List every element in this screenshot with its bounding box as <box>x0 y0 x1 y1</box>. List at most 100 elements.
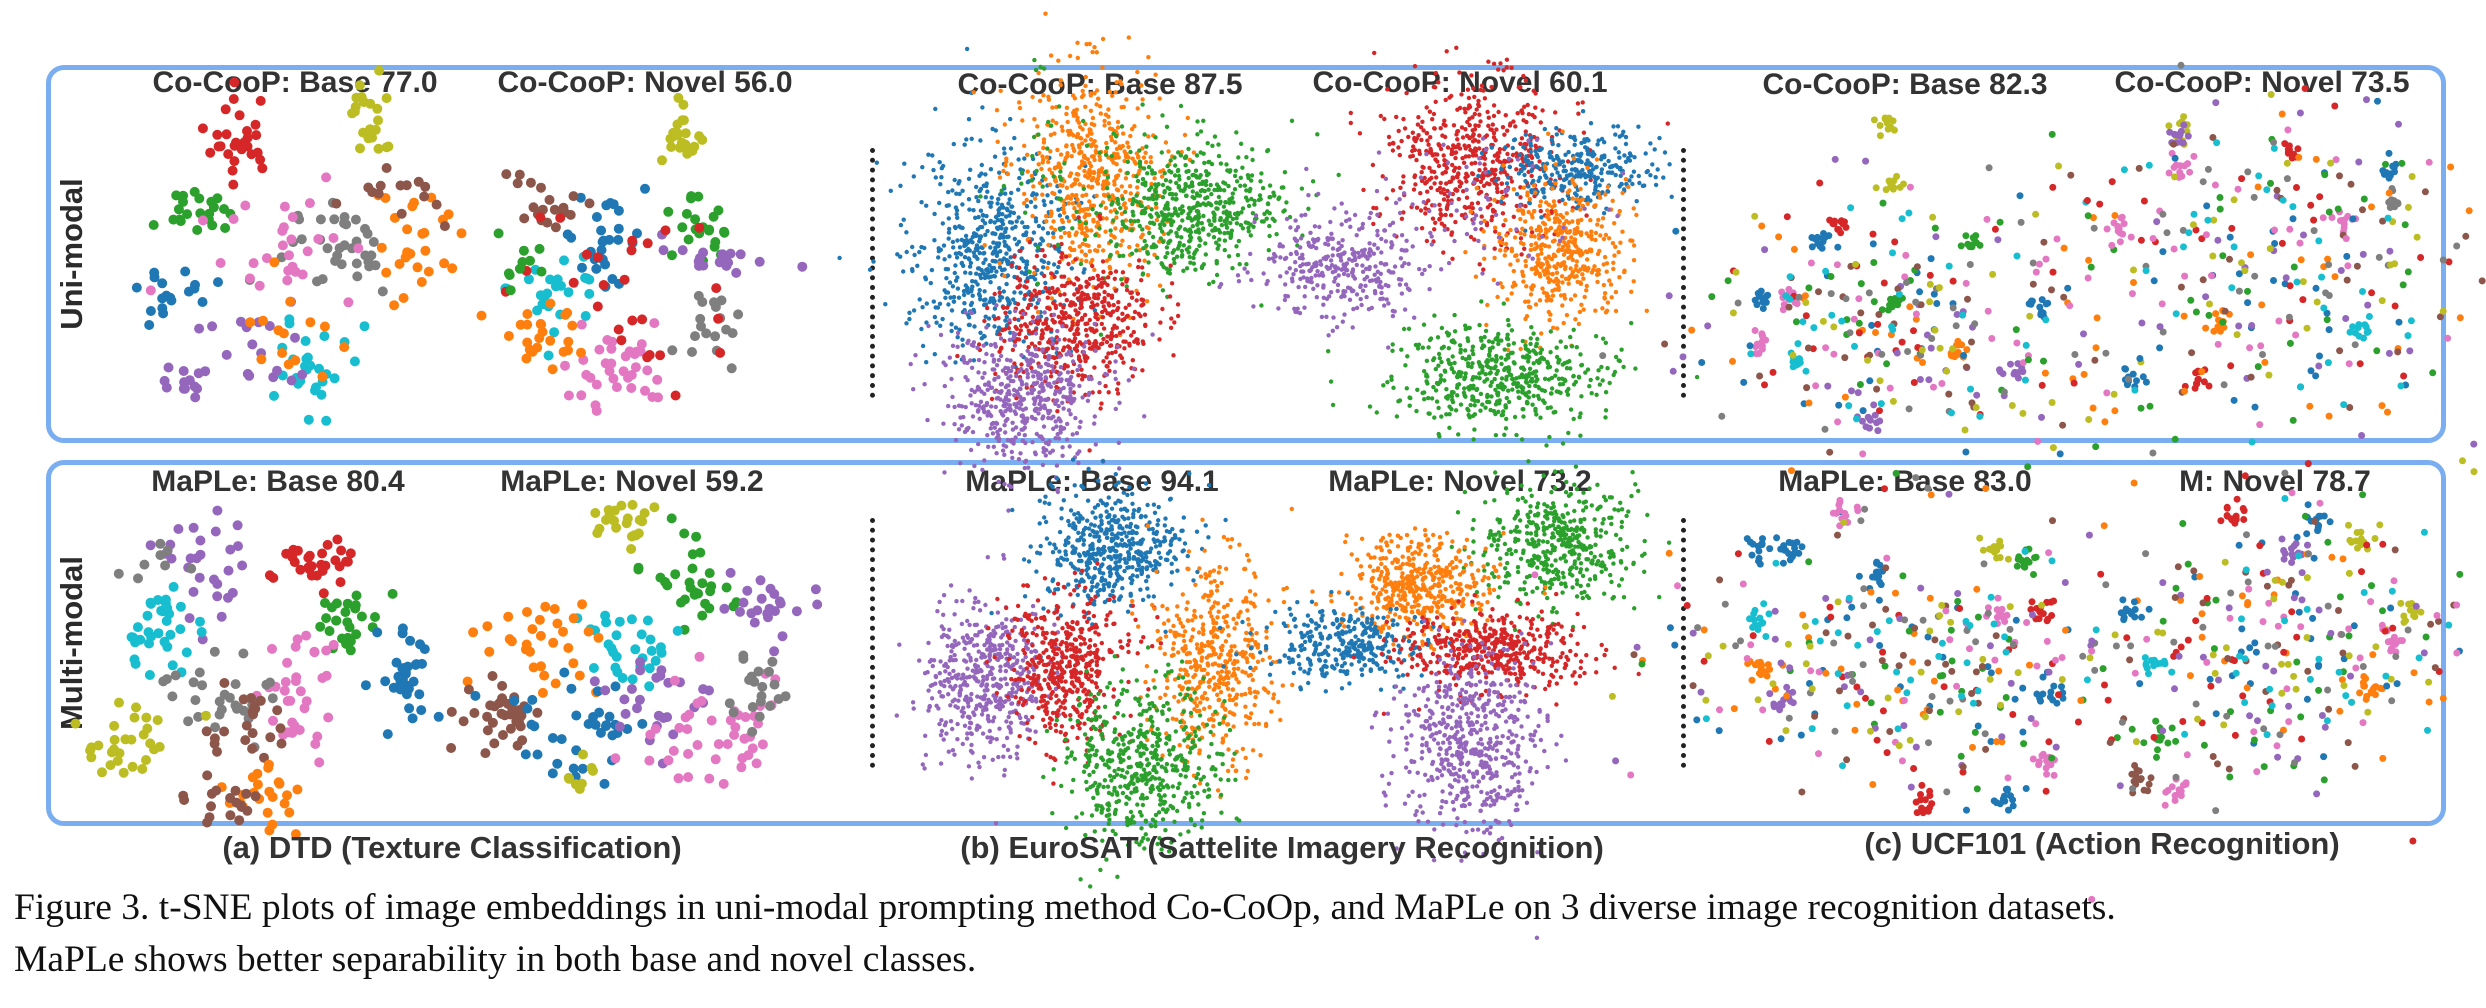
scatter-point <box>349 356 360 367</box>
scatter-point <box>190 392 201 403</box>
scatter-point <box>1022 284 1027 289</box>
scatter-point <box>1593 185 1598 190</box>
scatter-point <box>1390 148 1396 153</box>
scatter-point <box>1005 273 1011 278</box>
scatter-point <box>1309 275 1314 281</box>
scatter-point <box>1379 290 1384 296</box>
scatter-point <box>1007 310 1012 315</box>
scatter-point <box>1041 66 1047 71</box>
scatter-point <box>1373 264 1378 269</box>
scatter-point <box>1058 82 1063 88</box>
scatter-point <box>1195 222 1200 227</box>
scatter-point <box>1595 279 1600 285</box>
scatter-point <box>1511 187 1517 192</box>
scatter-point <box>1197 243 1202 248</box>
scatter-point <box>1004 402 1009 407</box>
scatter-point <box>1144 144 1149 149</box>
scatter-point <box>1539 146 1544 151</box>
scatter-point <box>1445 145 1451 150</box>
scatter-point <box>1143 160 1149 165</box>
scatter-point <box>1590 154 1596 159</box>
scatter-point <box>1511 137 1517 143</box>
scatter-point <box>1103 205 1109 211</box>
scatter-point <box>1329 231 1334 236</box>
scatter-point <box>290 266 301 277</box>
scatter-point <box>1046 411 1051 416</box>
scatter-point <box>1443 212 1448 218</box>
scatter-point <box>1083 253 1089 258</box>
scatter-point <box>1284 255 1289 261</box>
scatter-point <box>1081 118 1086 124</box>
scatter-point <box>1401 174 1406 179</box>
scatter-point <box>1433 70 1439 76</box>
scatter-point <box>1092 157 1097 163</box>
scatter-point <box>1127 262 1132 268</box>
scatter-point <box>1017 278 1022 283</box>
scatter-point <box>1049 271 1054 276</box>
scatter-point <box>980 405 985 411</box>
scatter-point <box>1615 124 1621 129</box>
scatter-point <box>1064 215 1070 220</box>
scatter-point <box>1002 267 1007 272</box>
scatter-point <box>1027 240 1033 245</box>
scatter-point <box>1462 143 1467 148</box>
scatter-point <box>911 387 916 392</box>
scatter-point <box>1601 236 1607 242</box>
scatter-point <box>1087 317 1093 323</box>
scatter-point <box>1152 176 1157 181</box>
scatter-point <box>1091 170 1097 175</box>
scatter-point <box>1289 276 1295 281</box>
scatter-point <box>1500 284 1505 290</box>
scatter-point <box>992 425 997 430</box>
scatter-point <box>1321 302 1326 307</box>
scatter-point <box>1538 415 1543 420</box>
scatter-point <box>1477 133 1482 138</box>
scatter-point <box>976 357 982 363</box>
scatter-point <box>1025 169 1030 174</box>
scatter-point <box>1047 354 1052 359</box>
scatter-point <box>1537 203 1543 209</box>
scatter-point <box>1513 124 1518 129</box>
scatter-point <box>1062 292 1067 297</box>
scatter-point <box>1503 218 1508 223</box>
scatter-point <box>1112 323 1117 328</box>
scatter-point <box>1296 284 1301 290</box>
scatter-point <box>1032 277 1038 282</box>
scatter-point <box>1106 301 1111 306</box>
scatter-point <box>1101 359 1106 364</box>
scatter-point <box>563 336 574 347</box>
scatter-point <box>1300 252 1305 257</box>
scatter-point <box>1565 159 1571 164</box>
scatter-point <box>1505 297 1510 302</box>
scatter-point <box>1620 132 1625 138</box>
scatter-point <box>1479 150 1485 156</box>
scatter-point <box>519 213 530 224</box>
scatter-point <box>313 234 324 244</box>
scatter-point <box>1572 293 1578 298</box>
scatter-point <box>1102 289 1107 295</box>
scatter-point <box>1028 199 1034 205</box>
scatter-point <box>1412 147 1418 153</box>
scatter-point <box>1576 269 1581 274</box>
scatter-point <box>1045 146 1050 151</box>
scatter-point <box>1074 344 1080 349</box>
scatter-point <box>959 404 965 409</box>
scatter-point <box>1190 224 1196 229</box>
scatter-point <box>1033 381 1038 387</box>
scatter-point <box>1050 285 1055 291</box>
scatter-point <box>1547 151 1552 156</box>
scatter-point <box>1522 246 1527 251</box>
scatter-point <box>605 198 616 208</box>
scatter-point <box>1013 308 1018 314</box>
scatter-point <box>1386 268 1392 274</box>
scatter-point <box>1494 182 1500 188</box>
scatter-point <box>1582 137 1587 142</box>
scatter-point <box>1079 300 1084 306</box>
scatter-point <box>1118 243 1123 248</box>
scatter-point <box>1212 134 1218 139</box>
scatter-point <box>1041 198 1047 204</box>
scatter-point <box>1600 216 1606 221</box>
scatter-point <box>968 302 974 308</box>
scatter-point <box>420 245 431 256</box>
scatter-point <box>996 316 1001 321</box>
